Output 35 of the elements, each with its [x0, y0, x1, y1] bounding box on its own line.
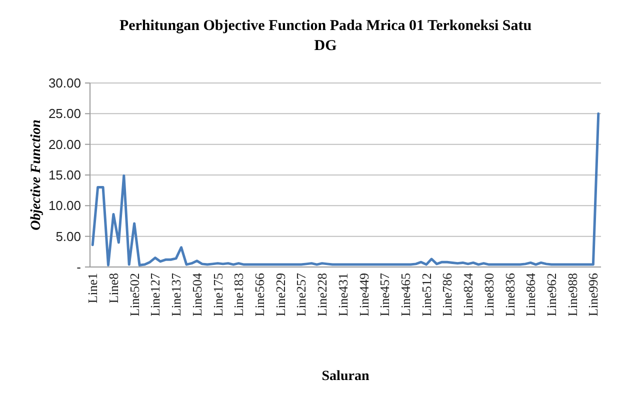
chart-title: Perhitungan Objective Function Pada Mrica 01 Terkoneksi Satu DG	[119, 18, 532, 54]
y-tick-label: 10.00	[48, 198, 81, 214]
x-tick-label: Line457	[377, 272, 392, 316]
y-tick-label: 25.00	[48, 106, 81, 122]
x-tick-label: Line175	[210, 273, 226, 316]
x-tick-label: Line431	[335, 273, 350, 316]
x-tick-label: Line183	[231, 273, 246, 316]
x-tick-label: Line962	[544, 273, 560, 316]
x-tick-label: Line449	[356, 273, 372, 316]
x-axis-title: Saluran	[322, 369, 370, 384]
x-tick-label: Line502	[126, 273, 142, 316]
x-tick-label: Line504	[189, 272, 204, 316]
x-tick-label: Line137	[168, 272, 184, 316]
x-tick-label: Line229	[272, 273, 288, 316]
x-tick-label: Line864	[523, 272, 538, 316]
x-tick-label: Line1	[85, 273, 100, 304]
x-tick-label: Line127	[148, 272, 163, 316]
x-tick-label: Line988	[564, 273, 580, 316]
x-tick-label: Line566	[252, 272, 268, 316]
y-tick-label: -	[76, 260, 81, 275]
x-tick-label: Line996	[586, 272, 601, 316]
x-tick-label: Line465	[398, 273, 414, 316]
x-tick-label: Line836	[502, 272, 518, 316]
x-tick-label: Line512	[418, 273, 434, 316]
y-tick-label: 20.00	[48, 136, 81, 152]
x-tick-label: Line830	[481, 273, 496, 316]
x-tick-label: Line786	[440, 272, 455, 316]
y-tick-label: 15.00	[48, 168, 81, 183]
y-axis-title: Objective Function	[29, 119, 44, 230]
y-tick-label: 5.00	[56, 228, 81, 244]
x-tick-label: Line257	[294, 272, 309, 316]
x-tick-label: Line8	[106, 273, 122, 304]
y-tick-label: 30.00	[48, 76, 81, 91]
x-tick-label: Line824	[460, 272, 476, 316]
x-tick-label: Line228	[314, 273, 330, 316]
